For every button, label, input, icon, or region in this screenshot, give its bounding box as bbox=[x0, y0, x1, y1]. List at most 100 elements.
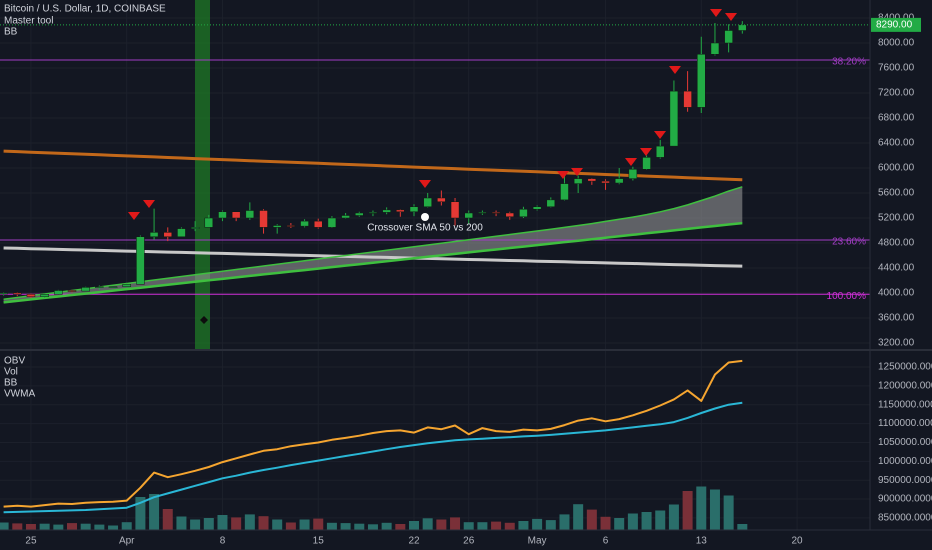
volume-bar bbox=[477, 522, 488, 530]
candle-body bbox=[491, 212, 501, 214]
indicator-label: OBV bbox=[4, 356, 25, 367]
y-tick-label: 6800.00 bbox=[878, 113, 915, 124]
candle-body bbox=[628, 169, 638, 179]
volume-bar bbox=[354, 523, 365, 530]
candle-body bbox=[683, 90, 692, 108]
candle-body bbox=[560, 183, 569, 201]
volume-bar bbox=[422, 518, 433, 530]
candle-body bbox=[697, 54, 706, 108]
candle-body bbox=[573, 178, 583, 184]
y-tick-label: 1250000.0000 bbox=[878, 362, 932, 373]
candle-body bbox=[204, 217, 214, 228]
volume-bar bbox=[108, 525, 119, 530]
volume-bar bbox=[504, 522, 515, 530]
crossover-dot bbox=[421, 213, 429, 221]
volume-bar bbox=[450, 517, 461, 530]
signal-marker bbox=[419, 180, 431, 188]
candle-body bbox=[464, 212, 473, 219]
x-tick-label: May bbox=[528, 536, 547, 547]
volume-bar bbox=[12, 523, 23, 530]
signal-marker bbox=[725, 13, 737, 21]
volume-bar bbox=[723, 495, 734, 530]
indicator-label: VWMA bbox=[4, 389, 35, 400]
volume-bar bbox=[135, 497, 146, 530]
volume-bar bbox=[573, 504, 584, 530]
candle-body bbox=[738, 24, 747, 31]
y-tick-label: 900000.0000 bbox=[878, 494, 932, 505]
candle-body bbox=[136, 236, 145, 285]
volume-bar bbox=[491, 521, 502, 530]
signal-marker bbox=[654, 131, 666, 139]
candle-body bbox=[95, 286, 104, 288]
volume-bar bbox=[545, 520, 556, 530]
volume-bar bbox=[518, 521, 529, 530]
y-tick-label: 850000.0000 bbox=[878, 513, 932, 524]
volume-bar bbox=[463, 522, 474, 530]
volume-bar bbox=[217, 515, 228, 530]
volume-bar bbox=[39, 523, 50, 530]
signal-marker bbox=[557, 171, 569, 179]
y-tick-label: 4800.00 bbox=[878, 238, 915, 249]
y-tick-label: 4400.00 bbox=[878, 263, 915, 274]
candle-body bbox=[286, 225, 296, 227]
indicator-line bbox=[3, 359, 743, 508]
candle-body bbox=[259, 210, 268, 228]
volume-bar bbox=[231, 517, 242, 530]
volume-bar bbox=[272, 519, 283, 530]
candle-body bbox=[163, 232, 173, 237]
indicator-label: BB bbox=[4, 27, 18, 38]
last-price-label: 8290.00 bbox=[876, 20, 913, 31]
candle-body bbox=[450, 201, 460, 219]
volume-bar bbox=[340, 523, 351, 530]
candle-body bbox=[642, 157, 651, 170]
x-tick-label: 20 bbox=[791, 536, 803, 547]
volume-bar bbox=[121, 522, 132, 530]
candle-body bbox=[409, 206, 419, 212]
x-tick-label: 15 bbox=[313, 536, 325, 547]
candle-body bbox=[300, 220, 309, 227]
volume-bar bbox=[190, 519, 201, 530]
highlight-band bbox=[195, 0, 210, 350]
volume-bar bbox=[149, 494, 160, 530]
candle-body bbox=[655, 145, 665, 158]
last-price-box bbox=[871, 17, 921, 32]
signal-marker bbox=[128, 212, 140, 220]
candle-body bbox=[81, 287, 90, 292]
y-tick-label: 3600.00 bbox=[878, 313, 915, 324]
candle-body bbox=[54, 290, 63, 295]
candle-body bbox=[26, 294, 36, 297]
volume-bar bbox=[25, 524, 36, 530]
cloud bbox=[3, 186, 743, 303]
candle-body bbox=[505, 212, 515, 217]
volume-bar bbox=[326, 522, 337, 530]
x-tick-label: 26 bbox=[463, 536, 475, 547]
y-tick-label: 7600.00 bbox=[878, 63, 915, 74]
candle-body bbox=[601, 180, 610, 184]
candle-body bbox=[478, 212, 487, 214]
candle-body bbox=[327, 217, 337, 228]
candle-body bbox=[382, 209, 391, 213]
volume-bar bbox=[627, 513, 638, 530]
volume-bar bbox=[0, 522, 9, 530]
candle-body bbox=[532, 206, 542, 210]
candle-body bbox=[587, 178, 597, 182]
candle-body bbox=[177, 228, 186, 237]
level-label: 38.20% bbox=[832, 57, 866, 68]
indicator-line bbox=[3, 401, 743, 514]
volume-bar bbox=[682, 491, 693, 530]
y-tick-label: 950000.0000 bbox=[878, 475, 932, 486]
volume-bar bbox=[655, 510, 666, 530]
volume-bar bbox=[436, 519, 447, 530]
candle-body bbox=[519, 209, 528, 217]
candle-body bbox=[614, 178, 624, 184]
y-tick-label: 5200.00 bbox=[878, 213, 915, 224]
volume-bar bbox=[395, 524, 406, 530]
volume-bar bbox=[244, 514, 255, 530]
candle-body bbox=[396, 209, 405, 212]
candle-body bbox=[669, 90, 679, 147]
volume-bar bbox=[381, 522, 392, 530]
candle-body bbox=[355, 212, 364, 216]
candle-body bbox=[0, 292, 8, 295]
